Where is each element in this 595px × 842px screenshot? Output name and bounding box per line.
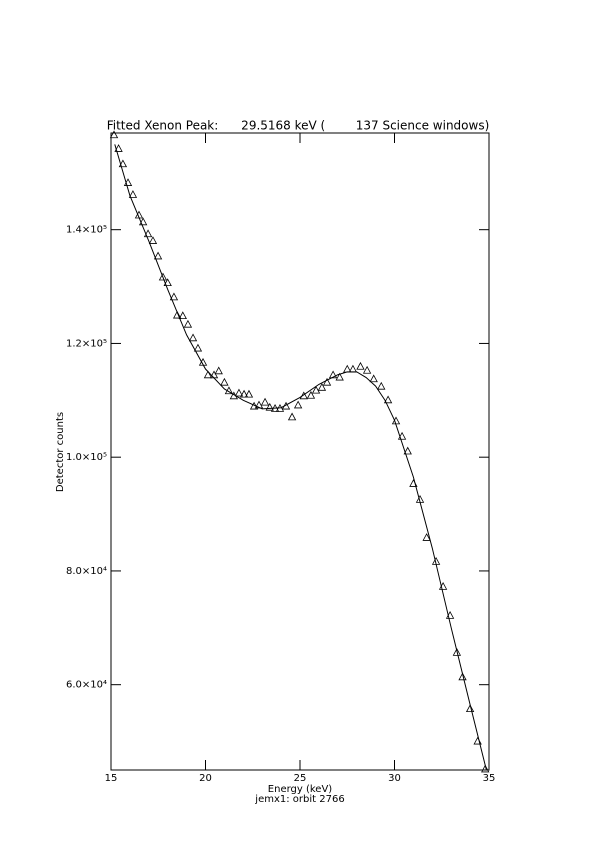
data-point [128, 190, 138, 198]
data-point [369, 374, 378, 383]
data-point [193, 343, 203, 352]
data-point [163, 278, 172, 287]
data-point [356, 361, 365, 370]
x-tick-label: 15 [105, 773, 118, 784]
subtitle: jemx1: orbit 2766 [254, 794, 344, 805]
plot-frame [110, 132, 490, 771]
data-point [287, 412, 297, 421]
data-point [143, 229, 153, 238]
x-tick-label: 30 [388, 773, 401, 784]
x-tick-label: 25 [294, 773, 307, 784]
data-point [362, 365, 372, 374]
data-point [214, 366, 223, 375]
data-point [481, 764, 490, 773]
data-point [178, 311, 187, 320]
y-axis-label: Detector counts [55, 412, 66, 492]
y-tick-label: 8.0×10⁴ [66, 566, 107, 577]
data-point [458, 672, 467, 681]
fit-line [114, 144, 487, 770]
data-point [118, 159, 128, 168]
data-point [109, 130, 119, 139]
x-tick-label: 20 [199, 773, 212, 784]
data-point [244, 389, 254, 398]
data-point [452, 647, 462, 656]
data-point [328, 370, 338, 379]
data-point [138, 217, 148, 226]
data-point [183, 319, 193, 328]
data-point [335, 372, 344, 381]
data-point [203, 370, 213, 379]
data-point [465, 704, 475, 713]
chart-title: Fitted Xenon Peak: 29.5168 keV ( 137 Sci… [107, 119, 490, 133]
data-point [397, 431, 407, 440]
data-point [114, 144, 123, 152]
y-tick-label: 1.4×10⁵ [66, 225, 107, 236]
data-point [169, 292, 179, 301]
x-tick-label: 35 [483, 773, 496, 784]
y-tick-label: 1.0×10⁵ [66, 452, 107, 463]
y-tick-label: 1.2×10⁵ [66, 338, 107, 349]
data-point [377, 381, 386, 390]
data-point [220, 377, 229, 386]
data-point [153, 251, 163, 260]
data-point [311, 385, 321, 394]
data-point [383, 395, 393, 404]
data-point [306, 390, 316, 399]
data-point [265, 402, 274, 411]
data-point [234, 388, 244, 397]
data-point [293, 400, 303, 409]
data-point [403, 446, 412, 455]
data-point [172, 310, 182, 319]
data-point [260, 397, 270, 406]
data-point [148, 236, 158, 244]
data-point [239, 389, 249, 398]
data-point [158, 272, 168, 281]
data-point [188, 333, 198, 342]
y-tick-label: 6.0×10⁴ [66, 680, 107, 691]
data-point [317, 382, 327, 391]
data-point [422, 533, 431, 541]
data-point [322, 377, 332, 386]
x-axis-label: Energy (keV) [268, 784, 333, 795]
